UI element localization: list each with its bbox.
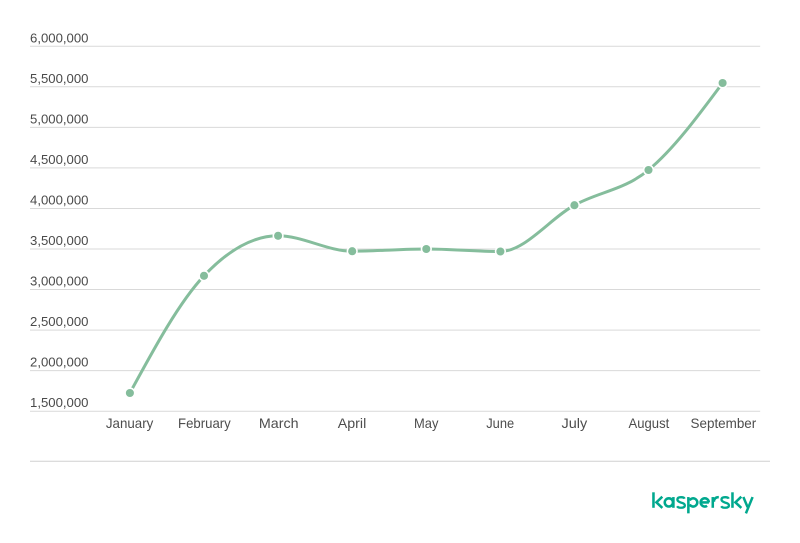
svg-text:April: April	[338, 415, 367, 431]
svg-text:5,000,000: 5,000,000	[30, 113, 89, 127]
svg-text:July: July	[562, 415, 588, 431]
svg-text:4,500,000: 4,500,000	[30, 153, 89, 167]
svg-text:5,500,000: 5,500,000	[30, 72, 89, 86]
svg-text:4,000,000: 4,000,000	[30, 194, 89, 208]
svg-text:September: September	[691, 415, 757, 431]
svg-text:June: June	[486, 415, 514, 431]
svg-text:August: August	[629, 415, 670, 431]
svg-text:1,500,000: 1,500,000	[30, 396, 89, 410]
svg-text:6,000,000: 6,000,000	[30, 32, 89, 46]
svg-text:March: March	[259, 415, 299, 431]
svg-text:May: May	[414, 415, 438, 431]
svg-text:3,000,000: 3,000,000	[30, 275, 89, 289]
svg-text:2,500,000: 2,500,000	[30, 315, 89, 329]
svg-text:3,500,000: 3,500,000	[30, 234, 89, 248]
svg-text:2,000,000: 2,000,000	[30, 356, 89, 370]
svg-text:February: February	[178, 415, 231, 431]
svg-text:January: January	[106, 415, 153, 431]
